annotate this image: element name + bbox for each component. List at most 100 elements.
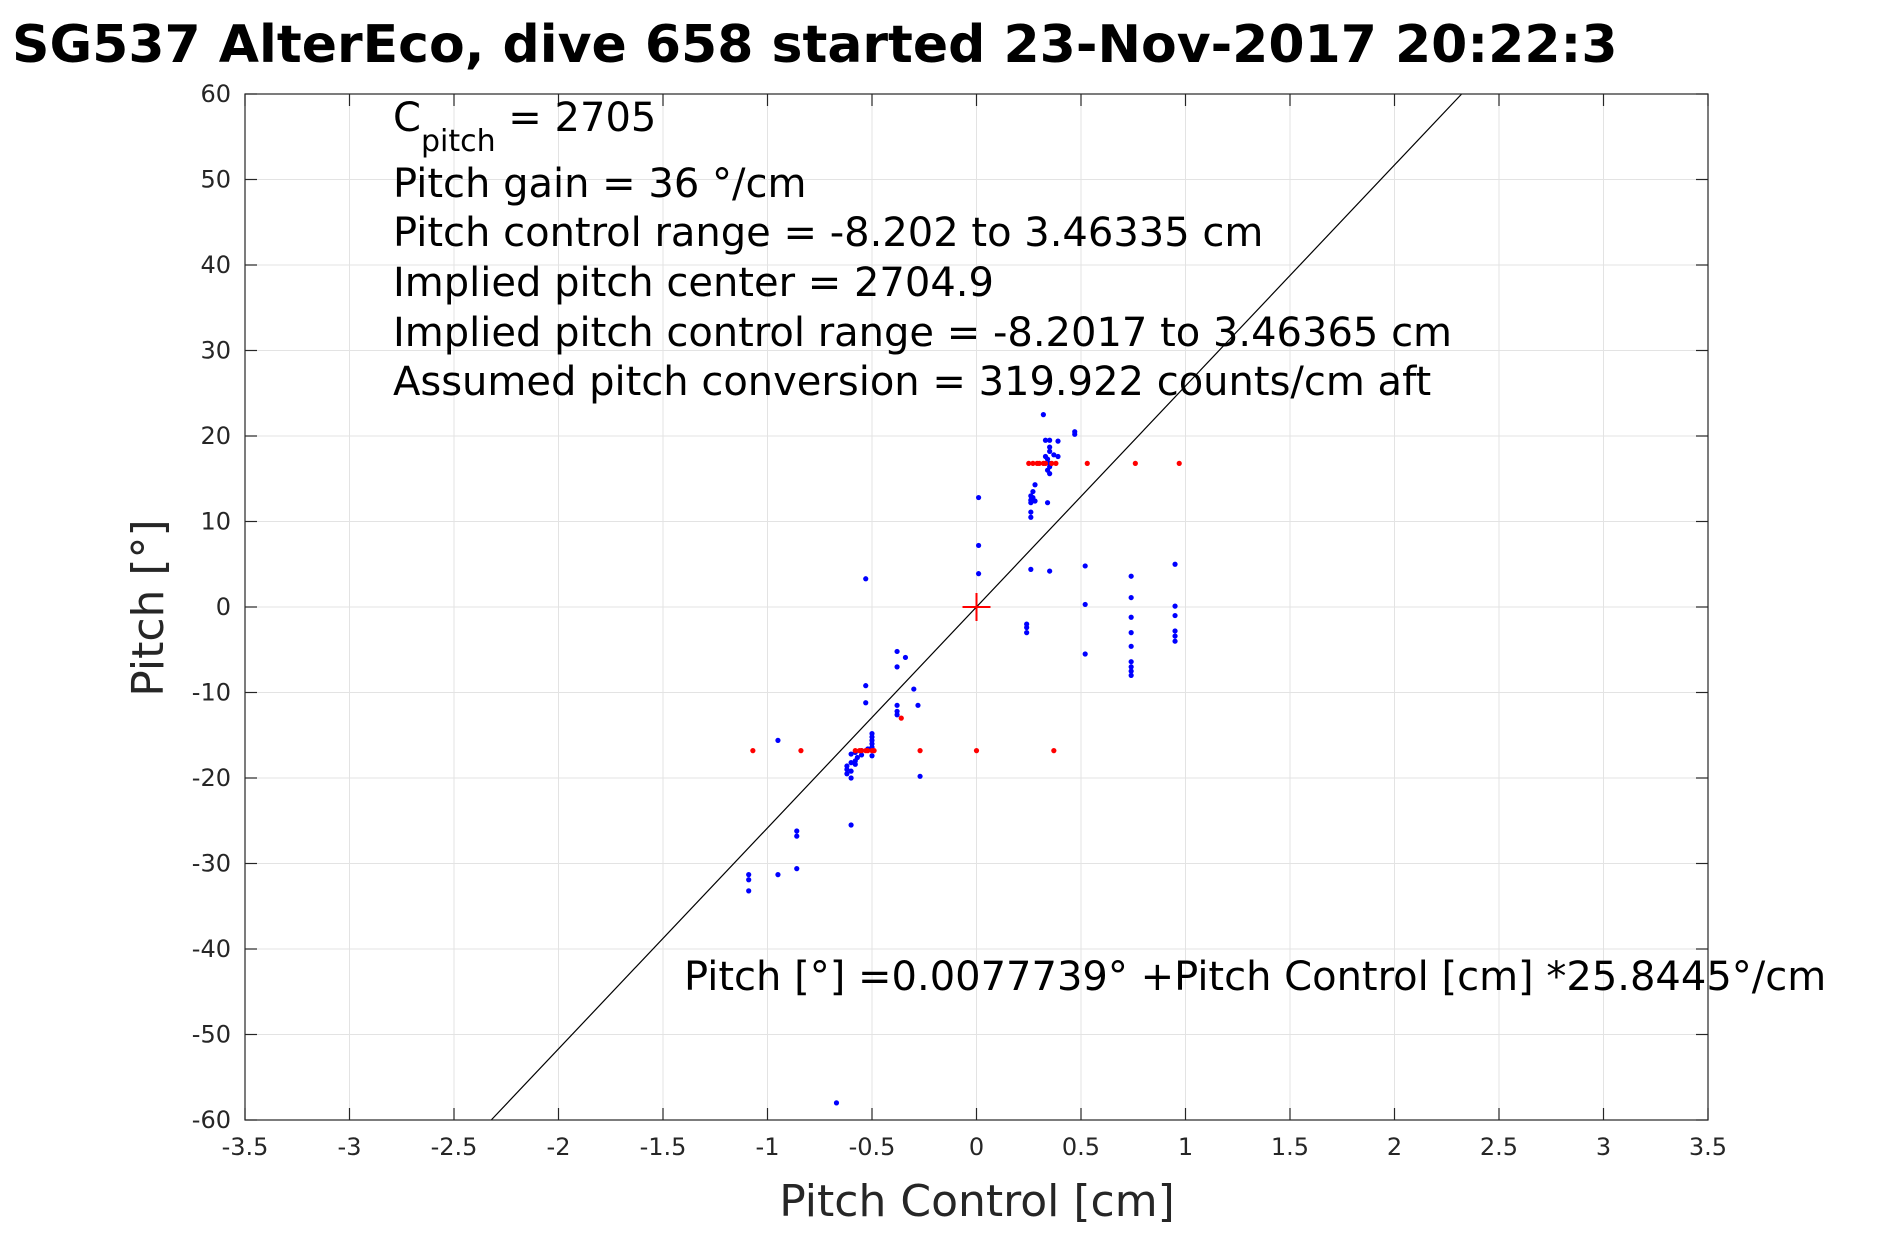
chart-title: SG537 AlterEco, dive 658 started 23-Nov-…	[12, 15, 1618, 75]
fitted-point	[1026, 460, 1032, 466]
measured-point	[1051, 452, 1057, 458]
y-tick-label: -30	[192, 850, 231, 878]
fitted-point	[1030, 460, 1036, 466]
measured-point	[917, 773, 923, 779]
measured-point	[1028, 509, 1034, 515]
x-tick-label: -3.5	[222, 1133, 269, 1161]
measured-point	[1047, 437, 1053, 443]
measured-point	[1028, 514, 1034, 520]
annotation-block: Cpitch = 2705 Pitch gain = 36 °/cm Pitch…	[393, 95, 1452, 405]
measured-point	[746, 877, 752, 883]
measured-point	[794, 833, 800, 839]
fitted-point	[917, 748, 923, 754]
x-tick-label: -0.5	[849, 1133, 896, 1161]
measured-point	[1082, 601, 1088, 608]
measured-point	[1047, 568, 1053, 574]
fitted-point	[1051, 748, 1057, 754]
measured-point	[1172, 633, 1178, 639]
measured-point	[1128, 573, 1134, 579]
measured-point	[1128, 659, 1134, 665]
y-tick-label: 0	[216, 593, 231, 621]
measured-point	[844, 766, 850, 773]
implied-pitch-range-annotation: Implied pitch control range = -8.2017 to…	[393, 310, 1452, 356]
x-tick-label: 3	[1596, 1133, 1611, 1161]
fit-equation: Pitch [°] =0.0077739° +Pitch Control [cm…	[684, 954, 1826, 1000]
measured-point	[794, 828, 800, 834]
measured-point	[1128, 614, 1134, 620]
measured-point	[894, 712, 900, 718]
measured-point	[1128, 630, 1134, 636]
measured-point	[1128, 668, 1134, 674]
measured-point	[1172, 628, 1178, 634]
measured-point	[863, 700, 869, 706]
measured-point	[975, 542, 982, 549]
measured-point	[1030, 488, 1036, 495]
x-tick-label: 1.5	[1271, 1133, 1309, 1161]
measured-point	[1172, 638, 1178, 644]
fitted-point	[1176, 460, 1182, 466]
measured-point	[1172, 603, 1178, 609]
measured-point	[894, 702, 900, 708]
measured-point	[848, 822, 854, 828]
fitted-point	[973, 748, 980, 754]
fitted-point	[1036, 460, 1042, 466]
y-tick-label: -10	[192, 679, 231, 707]
x-tick-label: 0	[969, 1133, 984, 1161]
y-tick-label: 30	[200, 337, 231, 365]
pitch-control-range-annotation: Pitch control range = -8.202 to 3.46335 …	[393, 210, 1263, 256]
measured-point	[1055, 438, 1061, 444]
measured-point	[1128, 594, 1134, 601]
measured-point	[775, 872, 781, 878]
x-tick-label: 3.5	[1689, 1133, 1727, 1161]
measured-point	[863, 683, 869, 689]
measured-point	[1128, 643, 1134, 649]
measured-point	[1044, 500, 1051, 506]
x-tick-label: -3	[338, 1133, 362, 1161]
fitted-point	[865, 748, 871, 754]
x-tick-label: 2.5	[1480, 1133, 1518, 1161]
pitch-gain-annotation: Pitch gain = 36 °/cm	[393, 161, 806, 207]
x-tick-label: -2.5	[431, 1133, 478, 1161]
measured-point	[1044, 456, 1051, 462]
measured-point	[915, 702, 921, 708]
measured-point	[1040, 412, 1046, 418]
measured-point	[1072, 431, 1078, 437]
pitch-conversion-annotation: Assumed pitch conversion = 319.922 count…	[393, 359, 1431, 405]
measured-point	[848, 751, 854, 757]
measured-point	[1082, 651, 1088, 657]
measured-point	[1047, 448, 1053, 454]
measured-point	[858, 752, 865, 758]
x-tick-labels: -3.5 -3 -2.5 -2 -1.5 -1 -0.5 0 0.5 1 1.5 2 2.5 3 3.5	[222, 1133, 1728, 1161]
c-pitch-annotation: Cpitch = 2705	[393, 95, 656, 159]
fitted-point	[852, 748, 858, 754]
y-tick-label: 40	[200, 251, 231, 279]
measured-point	[833, 1100, 840, 1106]
fitted-point	[750, 748, 756, 754]
fitted-point	[898, 715, 904, 721]
measured-point	[902, 654, 909, 661]
x-axis-label: Pitch Control [cm]	[779, 1176, 1175, 1227]
y-tick-label: -20	[192, 764, 231, 792]
measured-point	[1024, 624, 1030, 631]
c-pitch-subscript: pitch	[421, 124, 496, 159]
y-tick-label: -50	[192, 1021, 231, 1049]
measured-point	[852, 761, 858, 767]
measured-point	[1047, 471, 1053, 477]
x-tick-label: 2	[1387, 1133, 1402, 1161]
c-pitch-prefix: C	[393, 95, 421, 141]
y-tick-label: 50	[200, 166, 231, 194]
measured-point	[1032, 498, 1038, 504]
y-tick-label: 60	[200, 80, 231, 108]
measured-point	[848, 768, 854, 774]
x-tick-label: 1	[1178, 1133, 1193, 1161]
fitted-point	[1049, 460, 1055, 466]
measured-point	[794, 866, 800, 872]
measured-point	[1028, 500, 1034, 506]
fitted-point	[871, 748, 877, 754]
measured-point	[1028, 566, 1034, 572]
measured-point	[746, 888, 752, 894]
fitted-point	[1042, 460, 1049, 466]
c-pitch-value: = 2705	[496, 95, 657, 141]
measured-point	[844, 771, 850, 777]
